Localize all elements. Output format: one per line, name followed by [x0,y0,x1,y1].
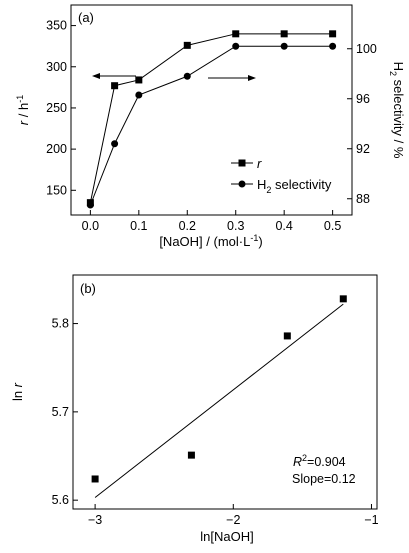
arrow-right-selectivity [208,75,256,81]
chart-b-panel-label: (b) [80,281,96,296]
chart-a-ylabel-right: H2 selectivity / % [388,62,406,159]
chart-a-ytick-right-label: 96 [356,92,370,106]
chart-a-legend: r H2 selectivity [231,156,332,195]
chart-a: (a) 0.0 0.1 0.2 0.3 0.4 0.5 150 200 250 300 350 8… [15,4,406,249]
chart-b-xlabel: ln[NaOH] [200,529,253,544]
data-point-selectivity [86,201,94,209]
chart-a-ytick-right-label: 100 [356,42,377,56]
chart-b-ytick-label: 5.6 [52,493,69,507]
legend-label-selectivity: H2 selectivity [257,177,332,195]
chart-a-xtick-label: 0.5 [324,219,341,233]
chart-a-panel-label: (a) [78,10,94,25]
chart-a-xlabel: [NaOH] / (mol·L-1) [159,233,262,249]
chart-b-xtick-label: −3 [88,513,102,527]
annotation-slope: Slope=0.12 [292,472,356,486]
chart-a-frame [70,4,353,216]
data-point-r [135,76,143,84]
data-point-r [111,82,119,90]
chart-b-ylabel: ln r [10,382,25,401]
chart-a-ytick-left-label: 200 [46,142,67,156]
data-point-selectivity [329,42,337,50]
chart-a-xtick-label: 0.3 [227,219,244,233]
annotation-r-squared: R2=0.904 [293,453,346,469]
legend-label-r: r [257,156,262,171]
data-point-r [232,30,240,38]
chart-a-xtick-label: 0.1 [130,219,147,233]
data-point-selectivity [111,140,119,148]
chart-a-ytick-left-label: 250 [46,101,67,115]
chart-a-xtick-label: 0.2 [179,219,196,233]
chart-b-ytick-label: 5.8 [52,317,69,331]
data-point [187,451,195,459]
chart-a-ytick-left-label: 300 [46,60,67,74]
fit-line [94,303,344,498]
arrow-left-r [92,73,136,79]
data-point-selectivity [135,91,143,99]
chart-a-ytick-left-label: 150 [46,183,67,197]
chart-b-frame [72,274,378,510]
chart-a-ylabel-left: r / h-1 [15,95,31,125]
legend-entry-r: r [231,156,262,171]
data-point-r [183,41,191,49]
data-point-selectivity [183,72,191,80]
chart-b: (b) −3 −2 −1 5.6 5.7 5.8 ln r ln[NaOH] R2=0.… [10,274,379,544]
data-point [339,295,347,303]
chart-a-ytick-right-label: 92 [356,142,370,156]
data-point-selectivity [280,42,288,50]
data-point-selectivity [232,42,240,50]
data-point [91,475,99,483]
legend-entry-selectivity: H2 selectivity [231,177,332,195]
data-point-r [280,30,288,38]
chart-a-xtick-label: 0.0 [82,219,99,233]
data-point-r [329,30,337,38]
chart-b-ytick-label: 5.7 [52,405,69,419]
chart-b-xtick-label: −2 [226,513,240,527]
chart-a-ytick-left-label: 350 [46,19,67,33]
chart-a-xtick-label: 0.4 [275,219,292,233]
chart-b-xtick-label: −1 [364,513,378,527]
chart-a-ytick-right-label: 88 [356,192,370,206]
data-point [283,332,291,340]
